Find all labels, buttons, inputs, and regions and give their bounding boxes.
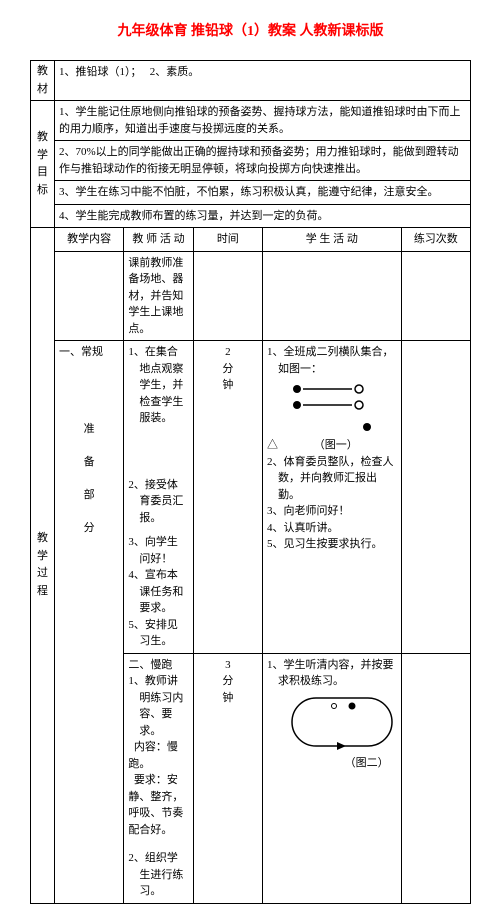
goal-4: 4、学生能完成教师布置的练习量，并达到一定的负荷。 — [55, 204, 471, 228]
row1-count — [401, 341, 470, 654]
pre-student — [262, 251, 401, 341]
pre-teacher: 课前教师准备场地、器材，并告知学生上课地点。 — [124, 251, 193, 341]
hdr-student: 学 生 活 动 — [262, 228, 401, 252]
diagram2-caption: （图二） — [267, 755, 397, 772]
goal-1: 1、学生能记住原地侧向推铅球的预备姿势、握持球方法，能知道推铅球时由下而上的用力… — [55, 101, 471, 141]
row1-time: 2分钟 — [193, 341, 262, 654]
hdr-time: 时间 — [193, 228, 262, 252]
row2-time: 3分钟 — [193, 653, 262, 903]
material-text: 1、推铅球（1）； 2、素质。 — [55, 61, 471, 101]
row1-teacher: 1、在集合地点观察学生，并检查学生服装。 2、接受体育委员汇报。 3、向学生问好… — [124, 341, 193, 654]
row2-student: 1、学生听清内容，并按要求积极练习。 （图二） — [262, 653, 401, 903]
diagram1-caption: △ （图一） — [267, 437, 397, 454]
formation-diagram-1 — [267, 377, 397, 437]
lesson-plan-table: 教材 1、推铅球（1）； 2、素质。 教学目标 1、学生能记住原地侧向推铅球的预… — [30, 60, 471, 904]
pre-time — [193, 251, 262, 341]
goal-3: 3、学生在练习中能不怕脏，不怕累，练习积极认真，能遵守纪律，注意安全。 — [55, 181, 471, 205]
label-goals: 教学目标 — [31, 101, 55, 228]
label-material: 教材 — [31, 61, 55, 101]
row2-count — [401, 653, 470, 903]
pre-content — [55, 251, 124, 341]
row1-student: 1、全班成二列横队集合，如图一： △ （图一） 2、体育委员整队，检查人数，并向… — [262, 341, 401, 654]
track-diagram-2 — [267, 690, 397, 755]
label-process: 教学过程 — [31, 228, 55, 904]
hdr-content: 教学内容 — [55, 228, 124, 252]
row2-teacher: 二、慢跑 1、教师讲明练习内容、要求。 内容：慢跑。 要求：安静、整齐，呼吸、节… — [124, 653, 193, 903]
goal-2: 2、70%以上的同学能做出正确的握持球和预备姿势；用力推铅球时，能做到蹬转动作与… — [55, 141, 471, 181]
hdr-teacher: 教 师 活 动 — [124, 228, 193, 252]
pre-count — [401, 251, 470, 341]
hdr-count: 练习次数 — [401, 228, 470, 252]
page-title: 九年级体育 推铅球（1）教案 人教新课标版 — [30, 20, 471, 40]
prepare-vertical: 准备部分 — [59, 421, 119, 537]
phase-prepare-label: 一、常规 准备部分 — [55, 341, 124, 904]
